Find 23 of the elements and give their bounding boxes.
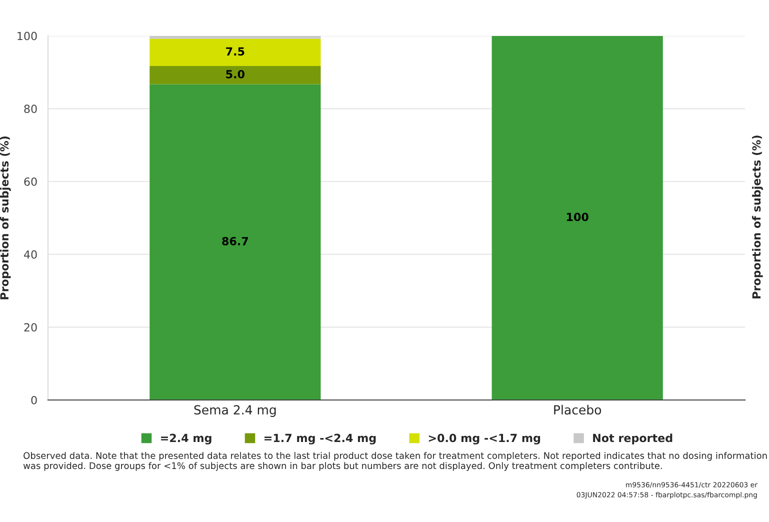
y-tick-label: 60 [24,177,37,186]
data-label: 5.0 [226,70,244,78]
text: Observed data. Note that the presented data relates to the last trial product dose taken for treatment completers. Not reported indicates that no dosing information was provided. Dose groups for <1% of subjects are shown in bar plots but numbers are not displayed. Only treatment completers contribute. [23,452,767,471]
bar [150,84,321,400]
y-axis-title: Proportion of subjects (%) [0,136,11,300]
legend-label: Not reported [593,434,672,444]
legend-label: =1.7 mg -<2.4 mg [264,434,376,444]
data-label: 7.5 [226,47,244,56]
y-tick-label: 20 [24,323,37,332]
bar [492,36,663,400]
y2-axis-title: Proportion of subjects (%) [752,136,763,298]
y-tick-label: 0 [31,396,37,404]
y-tick-label: 80 [24,104,37,114]
x-tick-label: Placebo [554,404,602,415]
data-label: 100 [566,212,588,222]
legend-label: =2.4 mg [161,434,212,444]
y-tick-label: 100 [18,32,37,40]
legend-label: >0.0 mg -<1.7 mg [428,434,540,444]
bar [150,66,321,84]
data-label: 86.7 [222,236,248,246]
bar [150,38,321,66]
y-tick-label: 40 [24,250,37,259]
x-tick-label: Sema 2.4 mg [194,405,276,417]
